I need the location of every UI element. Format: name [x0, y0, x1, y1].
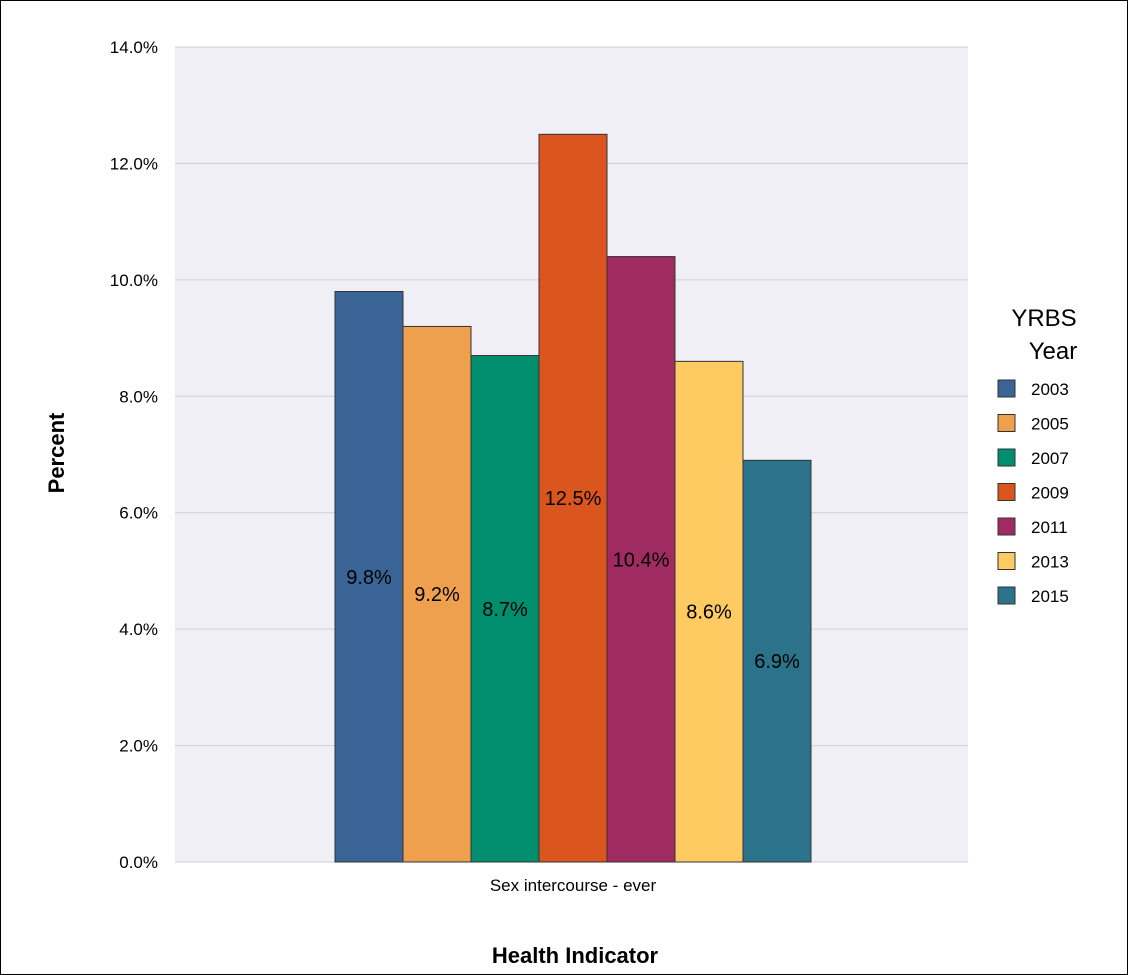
- y-tick-label: 2.0%: [119, 737, 158, 756]
- legend: YRBS Year 2003 2005 2007 2009 2011 2013 2015: [998, 305, 1077, 606]
- legend-title-line2: Year: [1029, 338, 1078, 365]
- data-label-2009: 12.5%: [545, 488, 602, 510]
- data-label-2013: 8.6%: [686, 602, 732, 624]
- data-label-2005: 9.2%: [414, 584, 460, 606]
- y-axis-ticks: 0.0% 2.0% 4.0% 6.0% 8.0% 10.0% 12.0% 14.0%: [110, 38, 158, 872]
- x-tick-label: Sex intercourse - ever: [490, 876, 657, 895]
- legend-label-2009: 2009: [1031, 484, 1069, 503]
- legend-swatch-2013: [998, 553, 1015, 570]
- legend-label-2003: 2003: [1031, 380, 1069, 399]
- legend-label-2007: 2007: [1031, 449, 1069, 468]
- x-axis-ticks: Sex intercourse - ever: [490, 876, 657, 895]
- y-tick-label: 0.0%: [119, 853, 158, 872]
- data-label-2003: 9.8%: [346, 567, 392, 589]
- legend-swatch-2007: [998, 449, 1015, 466]
- legend-title-line1: YRBS: [1011, 305, 1076, 332]
- legend-swatch-2015: [998, 587, 1015, 604]
- legend-label-2013: 2013: [1031, 553, 1069, 572]
- data-label-2011: 10.4%: [613, 549, 670, 571]
- data-label-2007: 8.7%: [482, 599, 528, 621]
- legend-items: 2003 2005 2007 2009 2011 2013 2015: [998, 380, 1069, 606]
- y-tick-label: 10.0%: [110, 271, 158, 290]
- y-tick-label: 6.0%: [119, 504, 158, 523]
- legend-label-2011: 2011: [1031, 518, 1068, 537]
- y-axis-title: Percent: [44, 412, 69, 493]
- legend-label-2015: 2015: [1031, 587, 1069, 606]
- y-tick-label: 8.0%: [119, 387, 158, 406]
- legend-swatch-2005: [998, 415, 1015, 432]
- y-tick-label: 4.0%: [119, 620, 158, 639]
- y-tick-label: 12.0%: [110, 154, 158, 173]
- data-label-2015: 6.9%: [754, 651, 800, 673]
- legend-swatch-2009: [998, 484, 1015, 501]
- legend-label-2005: 2005: [1031, 415, 1069, 434]
- x-axis-title: Health Indicator: [492, 943, 659, 968]
- y-tick-label: 14.0%: [110, 38, 158, 57]
- legend-swatch-2011: [998, 518, 1015, 535]
- legend-swatch-2003: [998, 380, 1015, 397]
